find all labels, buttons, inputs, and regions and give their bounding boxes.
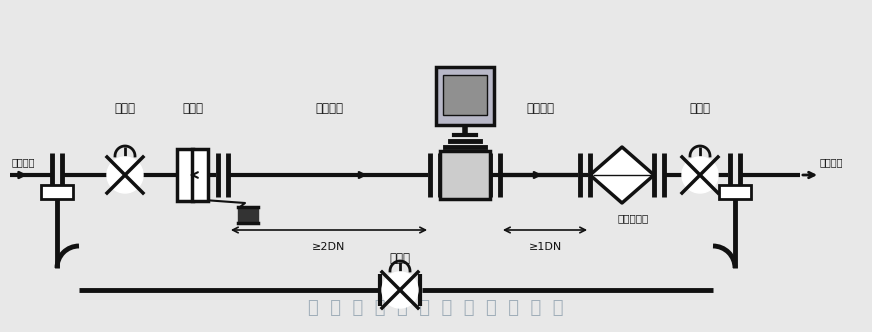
Bar <box>436 67 494 125</box>
Text: 介质流向: 介质流向 <box>820 157 843 167</box>
Text: 钢制伸缩器: 钢制伸缩器 <box>617 213 648 223</box>
Polygon shape <box>238 207 258 223</box>
Bar <box>719 185 751 199</box>
Text: ≥1DN: ≥1DN <box>528 242 562 252</box>
Bar <box>443 75 487 115</box>
Bar <box>41 185 73 199</box>
Circle shape <box>382 272 418 308</box>
Text: 前直管段: 前直管段 <box>315 102 343 115</box>
Bar <box>177 149 193 201</box>
Text: 后直管段: 后直管段 <box>526 102 554 115</box>
Circle shape <box>107 157 143 193</box>
Text: ≥2DN: ≥2DN <box>312 242 345 252</box>
Text: 介质流向: 介质流向 <box>12 157 36 167</box>
Bar <box>440 151 490 199</box>
Text: 过滤器: 过滤器 <box>182 102 203 115</box>
Text: 后阀门: 后阀门 <box>690 102 711 115</box>
Text: 旁通阀: 旁通阀 <box>390 252 411 265</box>
Bar <box>192 149 208 201</box>
Polygon shape <box>590 147 654 203</box>
Text: 前阀门: 前阀门 <box>114 102 135 115</box>
Circle shape <box>682 157 718 193</box>
Text: 青  岛  万  安  电  子  技  术  有  限  公  司: 青 岛 万 安 电 子 技 术 有 限 公 司 <box>308 299 564 317</box>
